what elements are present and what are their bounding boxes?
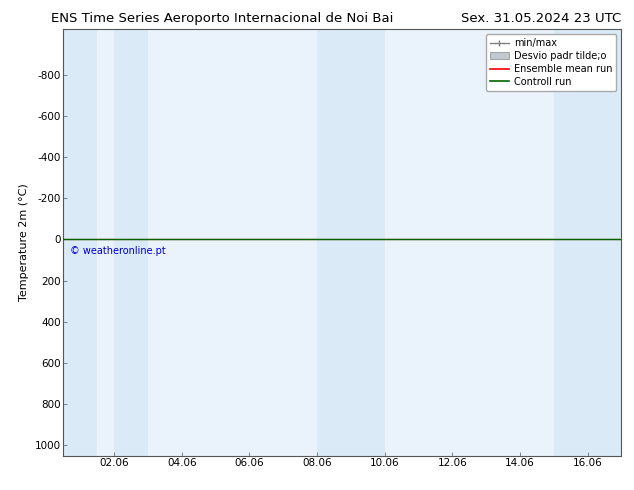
Bar (553, 29, 621, 456)
Bar (114, 29, 148, 456)
Text: Sex. 31.05.2024 23 UTC: Sex. 31.05.2024 23 UTC (461, 12, 621, 25)
Y-axis label: Temperature 2m (°C): Temperature 2m (°C) (19, 184, 29, 301)
Bar (63, 29, 97, 456)
Bar (317, 29, 385, 456)
Text: ENS Time Series Aeroporto Internacional de Noi Bai: ENS Time Series Aeroporto Internacional … (51, 12, 393, 25)
Text: © weatheronline.pt: © weatheronline.pt (70, 245, 166, 256)
Legend: min/max, Desvio padr tilde;o, Ensemble mean run, Controll run: min/max, Desvio padr tilde;o, Ensemble m… (486, 34, 616, 91)
